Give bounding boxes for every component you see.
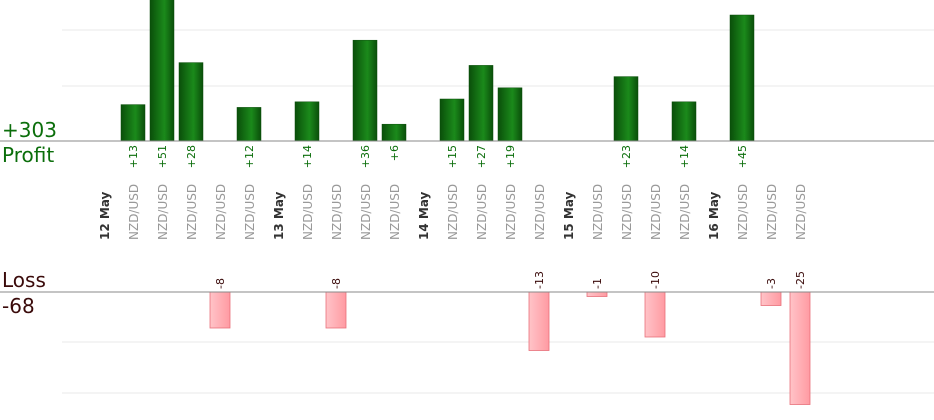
loss-value-label: -8 bbox=[214, 278, 227, 289]
profit-bar bbox=[439, 98, 465, 142]
gridlines bbox=[62, 29, 934, 394]
profit-bar bbox=[120, 104, 146, 142]
loss-value-label: -13 bbox=[533, 271, 546, 289]
profit-value-label: +45 bbox=[736, 145, 749, 168]
loss-value-label: -1 bbox=[591, 278, 604, 289]
profit-bar bbox=[149, 0, 175, 142]
profit-label: Profit bbox=[2, 143, 55, 167]
loss-bar bbox=[528, 291, 550, 351]
profit-bar bbox=[671, 101, 697, 142]
loss-bar bbox=[789, 291, 811, 405]
profit-value-label: +19 bbox=[504, 145, 517, 168]
date-label: 12 May bbox=[98, 191, 112, 240]
symbol-label: NZD/USD bbox=[475, 184, 489, 240]
loss-label: Loss bbox=[2, 268, 46, 292]
loss-value-label: -3 bbox=[765, 278, 778, 289]
profit-value-label: +14 bbox=[301, 145, 314, 168]
symbol-label: NZD/USD bbox=[388, 184, 402, 240]
profit-bar bbox=[236, 107, 262, 142]
symbol-label: NZD/USD bbox=[243, 184, 257, 240]
profit-value-label: +12 bbox=[243, 145, 256, 168]
symbol-label: NZD/USD bbox=[127, 184, 141, 240]
profit-value-label: +23 bbox=[620, 145, 633, 168]
profit-value-label: +15 bbox=[446, 145, 459, 168]
loss-bar bbox=[644, 291, 666, 338]
symbol-label: NZD/USD bbox=[533, 184, 547, 240]
profit-bar bbox=[381, 123, 407, 142]
symbol-label: NZD/USD bbox=[214, 184, 228, 240]
loss-value-label: -8 bbox=[330, 278, 343, 289]
symbol-label: NZD/USD bbox=[446, 184, 460, 240]
date-label: 15 May bbox=[562, 191, 576, 240]
symbol-label: NZD/USD bbox=[504, 184, 518, 240]
symbol-label: NZD/USD bbox=[591, 184, 605, 240]
symbol-label: NZD/USD bbox=[620, 184, 634, 240]
profit-bar bbox=[468, 65, 494, 142]
profit-value-label: +36 bbox=[359, 145, 372, 168]
profit-total: +303 bbox=[2, 118, 57, 142]
symbol-label: NZD/USD bbox=[330, 184, 344, 240]
profit-value-label: +27 bbox=[475, 145, 488, 168]
loss-bar bbox=[325, 291, 347, 329]
profit-value-label: +51 bbox=[156, 145, 169, 168]
symbol-label: NZD/USD bbox=[185, 184, 199, 240]
symbol-label: NZD/USD bbox=[794, 184, 808, 240]
symbol-label: NZD/USD bbox=[301, 184, 315, 240]
profit-bar bbox=[294, 101, 320, 142]
date-label: 14 May bbox=[417, 191, 431, 240]
profit-bar bbox=[729, 14, 755, 142]
profit-value-label: +28 bbox=[185, 145, 198, 168]
loss-value-label: -25 bbox=[794, 271, 807, 289]
symbol-label: NZD/USD bbox=[678, 184, 692, 240]
profit-bar bbox=[352, 39, 378, 142]
profit-bar bbox=[178, 62, 204, 142]
loss-total: -68 bbox=[2, 294, 35, 318]
loss-bar bbox=[209, 291, 231, 329]
loss-value-label: -10 bbox=[649, 271, 662, 289]
profit-bar bbox=[497, 87, 523, 142]
date-label: 16 May bbox=[707, 191, 721, 240]
symbol-label: NZD/USD bbox=[156, 184, 170, 240]
symbol-label: NZD/USD bbox=[736, 184, 750, 240]
date-label: 13 May bbox=[272, 191, 286, 240]
loss-bars bbox=[209, 291, 811, 405]
symbol-label: NZD/USD bbox=[649, 184, 663, 240]
profit-bars bbox=[120, 0, 755, 142]
symbol-label: NZD/USD bbox=[765, 184, 779, 240]
symbol-label: NZD/USD bbox=[359, 184, 373, 240]
profit-bar bbox=[613, 76, 639, 142]
column-labels: 12 May NZD/USD +13 NZD/USD +51 NZD/USD +28 NZD/… bbox=[98, 145, 808, 289]
profit-value-label: +14 bbox=[678, 145, 691, 168]
profit-value-label: +13 bbox=[127, 145, 140, 168]
loss-bar bbox=[760, 291, 782, 306]
loss-bar bbox=[586, 291, 608, 297]
profit-value-label: +6 bbox=[388, 145, 401, 161]
